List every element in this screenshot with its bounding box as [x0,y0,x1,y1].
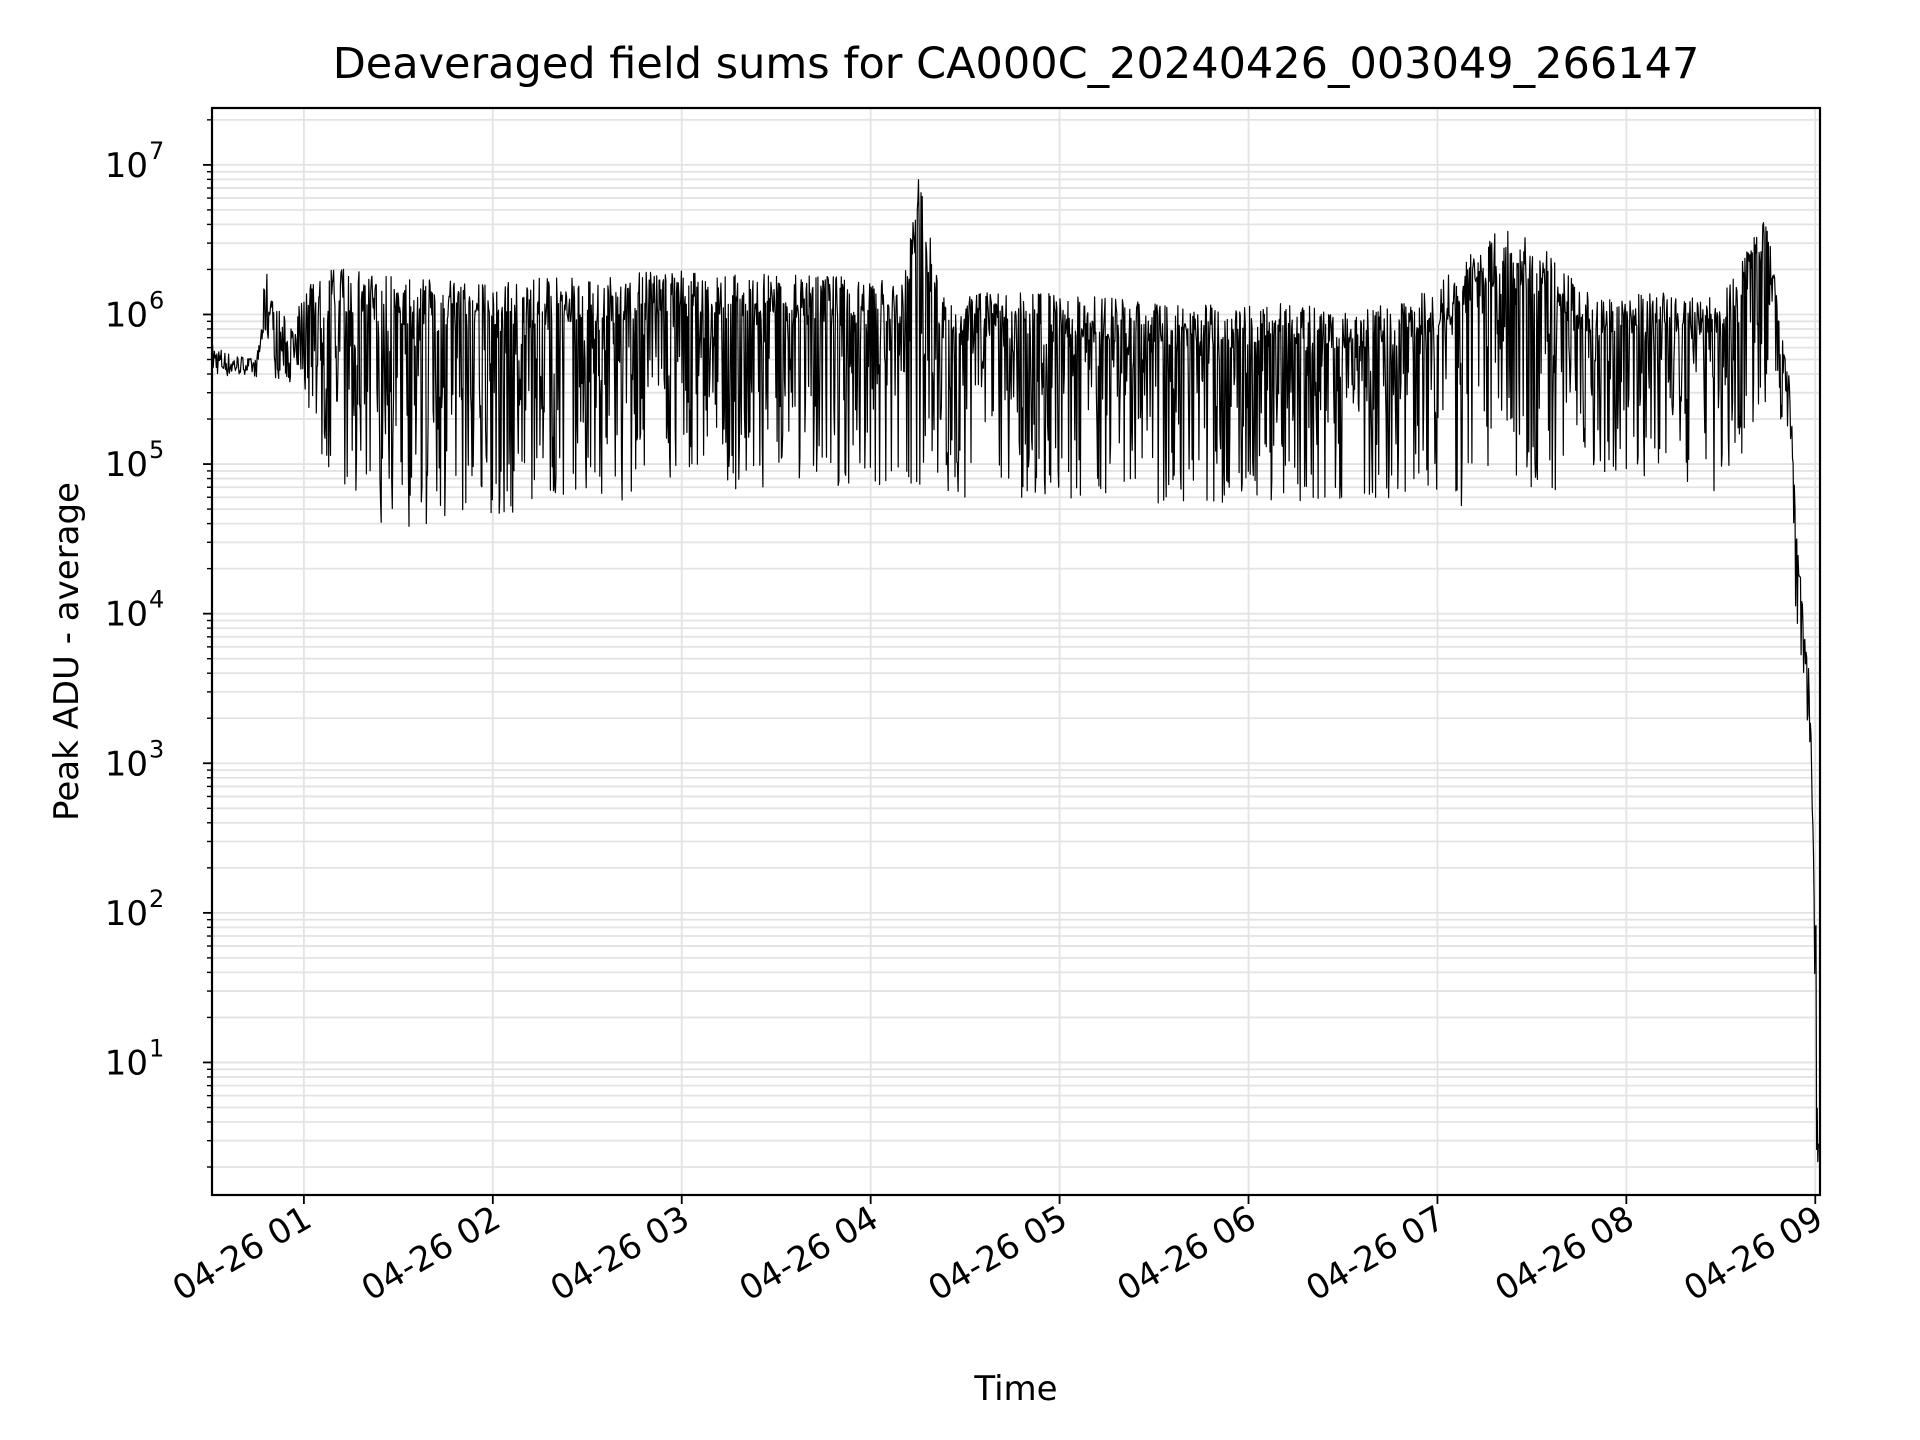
y-tick-label: 10 [105,295,148,335]
plot-area-frame [210,106,1822,1197]
y-tick-exponent: 3 [149,735,164,763]
y-tick-exponent: 4 [149,586,164,614]
y-tick-exponent: 6 [149,286,164,314]
y-tick-label: 10 [105,894,148,934]
data-layer [212,179,1819,1163]
y-tick-exponent: 1 [149,1034,164,1062]
x-axis-title: Time [973,1369,1057,1409]
y-tick-exponent: 2 [149,885,164,913]
y-tick-label: 10 [105,744,148,784]
data-series-line [212,179,1819,1163]
y-tick-exponent: 5 [149,436,164,464]
y-axis-title: Peak ADU - average [47,482,87,821]
grid-layer [212,108,1820,1195]
y-tick-exponent: 7 [149,137,164,165]
y-tick-label: 10 [105,595,148,635]
y-tick-label: 10 [105,1043,148,1083]
y-tick-label: 10 [105,445,148,485]
chart-title: Deaveraged field sums for CA000C_2024042… [333,39,1700,89]
y-tick-label: 10 [105,146,148,186]
